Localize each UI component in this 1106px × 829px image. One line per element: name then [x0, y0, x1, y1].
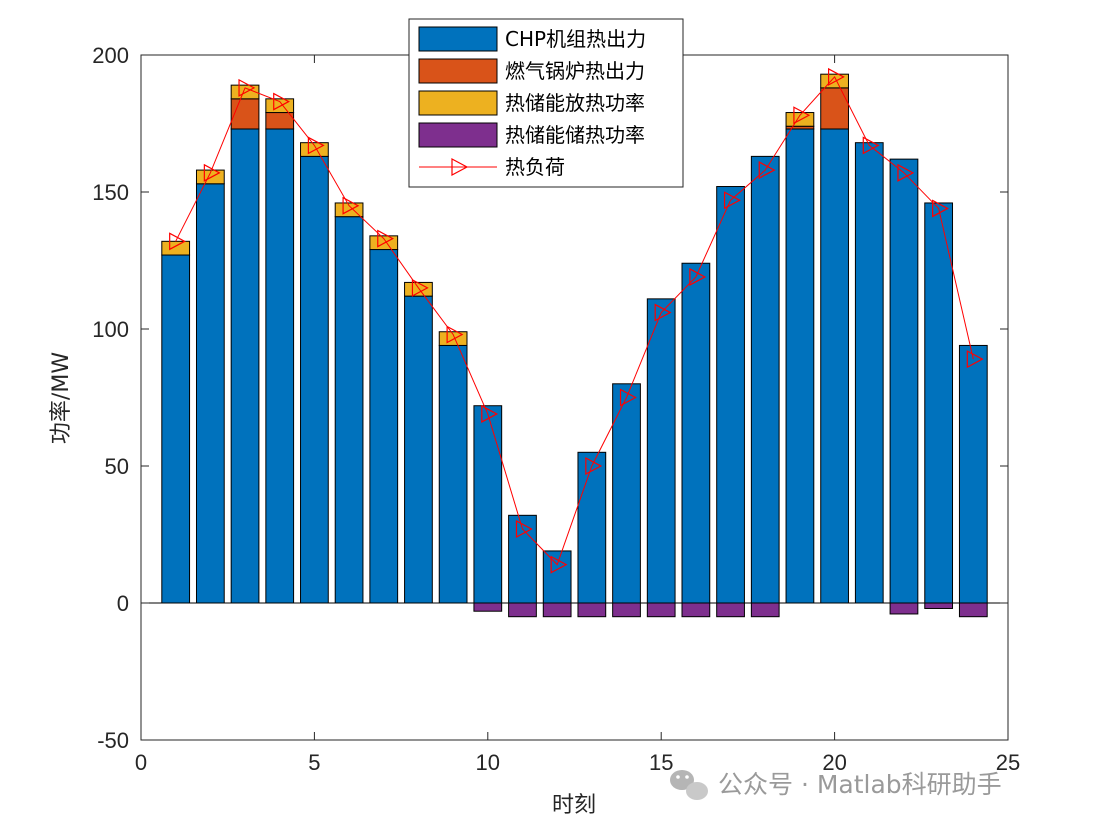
legend-label-4: 热负荷 [505, 155, 565, 179]
legend-label-2: 热储能放热功率 [505, 91, 645, 115]
bar-segment-s0-t22 [889, 158, 919, 604]
bar-segment-s0-t4 [265, 128, 295, 604]
bar-segment-s0-t18 [750, 155, 780, 604]
bar-segment-s1-t3 [230, 98, 260, 130]
bar-segment-s2-t1 [161, 240, 191, 256]
heat-load-marker-t2 [203, 163, 221, 182]
bar-segment-s0-t15 [646, 298, 676, 604]
legend-swatch-1 [418, 58, 498, 84]
bar-segment-s0-t9 [438, 344, 468, 604]
bar-segment-s0-t19 [785, 128, 815, 604]
bar-segment-s0-t17 [716, 186, 745, 604]
bar-segment-s0-t8 [404, 295, 433, 604]
heat-load-marker-t17 [723, 191, 741, 210]
bar-segment-s0-t1 [161, 254, 191, 604]
legend-swatch-marker [451, 158, 469, 176]
y-tick-label-0: 0 [117, 591, 129, 616]
bar-segment-s3-t13 [577, 602, 607, 618]
legend-swatch-0 [418, 26, 498, 52]
bar-segment-s3-t11 [508, 602, 537, 618]
bar-segment-s0-t13 [577, 451, 607, 604]
heat-load-marker-t16 [689, 267, 707, 286]
bar-segment-s3-t22 [889, 602, 919, 615]
legend-label-3: 热储能储热功率 [505, 123, 645, 147]
wechat-icon [670, 770, 708, 800]
heat-load-marker-t10 [481, 404, 499, 423]
legend-swatch-2 [418, 90, 498, 116]
heat-load-marker-t8 [411, 278, 429, 297]
heat-load-marker-t5 [307, 136, 325, 155]
y-tick-label-150: 150 [92, 180, 129, 205]
bar-segment-s0-t7 [369, 249, 399, 604]
y-tick-label-50: 50 [105, 454, 129, 479]
bar-segment-s3-t12 [542, 602, 572, 618]
bar-segment-s0-t2 [195, 183, 225, 604]
heat-load-marker-t4 [273, 92, 290, 111]
bar-segment-s0-t23 [924, 202, 954, 604]
bar-segment-s0-t11 [508, 514, 537, 604]
x-tick-label-20: 20 [822, 750, 846, 775]
legend-label-0: CHP机组热出力 [505, 27, 646, 51]
bar-segment-s2-t4 [265, 98, 295, 114]
x-tick-label-0: 0 [135, 750, 147, 775]
legend-swatch-3 [418, 122, 498, 148]
heat-load-marker-t3 [238, 78, 256, 97]
bar-segment-s3-t14 [612, 602, 641, 618]
bar-segment-s0-t12 [542, 550, 572, 604]
heat-load-line-layer [169, 67, 984, 574]
bar-segment-s3-t24 [958, 602, 988, 618]
heat-load-marker-t1 [169, 232, 186, 251]
heat-load-marker-t19 [793, 106, 811, 125]
bar-segment-s3-t16 [681, 602, 711, 618]
bar-segment-s0-t3 [230, 128, 260, 604]
watermark: 公众号 · Matlab科研助手 [670, 770, 1002, 800]
y-tick-label-200: 200 [92, 43, 129, 68]
heat-load-marker-t24 [966, 350, 984, 369]
heat-load-marker-t21 [862, 136, 880, 155]
heat-load-marker-t15 [654, 303, 672, 322]
heat-load-marker-t6 [342, 196, 360, 215]
bar-segment-s3-t23 [924, 602, 954, 609]
heat-load-marker-t22 [897, 163, 915, 182]
bar-segment-s3-t18 [750, 602, 780, 618]
y-tick-label-100: 100 [92, 317, 129, 342]
heat-load-marker-t14 [619, 388, 637, 407]
x-tick-label-25: 25 [996, 750, 1020, 775]
heat-load-marker-t12 [550, 555, 568, 574]
legend-label-1: 燃气锅炉热出力 [505, 59, 645, 83]
bar-segment-s1-t20 [820, 87, 849, 130]
heat-load-marker-t9 [446, 325, 464, 344]
heat-load-marker-t18 [758, 161, 776, 180]
bar-segment-s0-t10 [473, 405, 503, 604]
bar-segment-s0-t6 [334, 216, 364, 604]
bar-segment-s0-t16 [681, 262, 711, 604]
bar-segment-s3-t10 [473, 602, 503, 612]
heat-load-marker-t13 [585, 457, 603, 475]
watermark-text: 公众号 · Matlab科研助手 [718, 770, 1002, 799]
bar-segment-s2-t8 [404, 281, 433, 297]
x-tick-label-15: 15 [649, 750, 673, 775]
bar-segment-s1-t4 [265, 112, 295, 130]
heat-load-marker-t7 [377, 229, 395, 248]
x-tick-label-5: 5 [308, 750, 320, 775]
bar-segment-s0-t20 [820, 128, 849, 604]
heat-load-marker-t23 [932, 199, 949, 218]
y-axis-label: 功率/MW [49, 352, 74, 444]
x-axis-label: 时刻 [552, 793, 596, 818]
x-tick-label-10: 10 [476, 750, 500, 775]
bar-segment-s0-t5 [300, 155, 329, 604]
y-tick-label--50: -50 [97, 728, 129, 753]
bar-segment-s3-t17 [716, 602, 745, 618]
bar-segment-s3-t15 [646, 602, 676, 618]
bar-segment-s0-t24 [958, 344, 988, 604]
heat-load-marker-t20 [827, 67, 845, 86]
heat-load-marker-t11 [515, 520, 533, 539]
bar-segment-s0-t21 [854, 142, 884, 604]
